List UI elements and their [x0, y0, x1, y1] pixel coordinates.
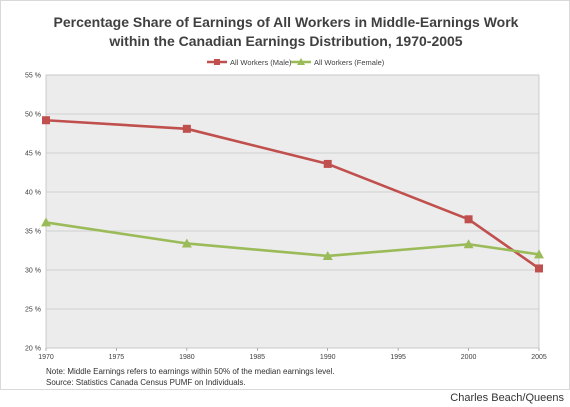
- x-tick-label: 1985: [249, 354, 265, 361]
- x-tick-label: 2005: [531, 354, 547, 361]
- y-tick-label: 45 %: [25, 151, 41, 158]
- legend-label: All Workers (Female): [314, 58, 385, 67]
- data-point-female: [463, 239, 474, 249]
- data-point-male: [182, 124, 191, 133]
- data-point-male: [42, 116, 50, 125]
- data-point-female: [322, 250, 333, 260]
- legend-marker: [214, 59, 220, 65]
- data-point-male: [464, 215, 473, 224]
- legend-marker: [297, 58, 305, 65]
- y-tick-label: 20 %: [25, 346, 41, 353]
- x-tick-label: 1980: [179, 354, 195, 361]
- x-tick-label: 1970: [38, 354, 54, 361]
- legend-label: All Workers (Male): [230, 58, 292, 67]
- x-tick-label: 1995: [390, 354, 406, 361]
- x-axis: 1970 1975 1980 1985 1990 1995 2000 2005: [38, 348, 547, 361]
- chart-legend: All Workers (Male) All Workers (Female): [207, 58, 385, 67]
- data-point-female: [41, 217, 51, 227]
- y-tick-label: 25 %: [25, 307, 41, 314]
- x-tick-label: 1975: [109, 354, 125, 361]
- data-point-male: [535, 264, 543, 273]
- line-chart: Percentage Share of Earnings of All Work…: [25, 14, 547, 387]
- x-tick-label: 1990: [320, 354, 336, 361]
- data-point-female: [181, 238, 192, 248]
- y-tick-label: 55 %: [25, 73, 41, 80]
- plot-area: [45, 74, 540, 349]
- gridlines: [46, 74, 539, 349]
- series-layer: [41, 116, 544, 273]
- chart-frame: Percentage Share of Earnings of All Work…: [0, 0, 570, 390]
- y-tick-label: 40 %: [25, 190, 41, 197]
- x-tick-label: 2000: [461, 354, 477, 361]
- y-tick-label: 30 %: [25, 268, 41, 275]
- y-tick-label: 35 %: [25, 229, 41, 236]
- chart-title-line-1: Percentage Share of Earnings of All Work…: [54, 14, 519, 30]
- chart-source: Source: Statistics Canada Census PUMF on…: [46, 378, 246, 387]
- image-credit: Charles Beach/Queens: [450, 392, 564, 404]
- y-tick-label: 50 %: [25, 112, 41, 119]
- y-axis: 20 % 25 % 30 % 35 % 40 % 45 % 50 % 55 %: [25, 73, 41, 353]
- data-point-female: [534, 249, 544, 259]
- chart-note: Note: Middle Earnings refers to earnings…: [46, 367, 335, 376]
- data-point-male: [323, 159, 332, 168]
- chart-title-line-2: within the Canadian Earnings Distributio…: [108, 33, 462, 49]
